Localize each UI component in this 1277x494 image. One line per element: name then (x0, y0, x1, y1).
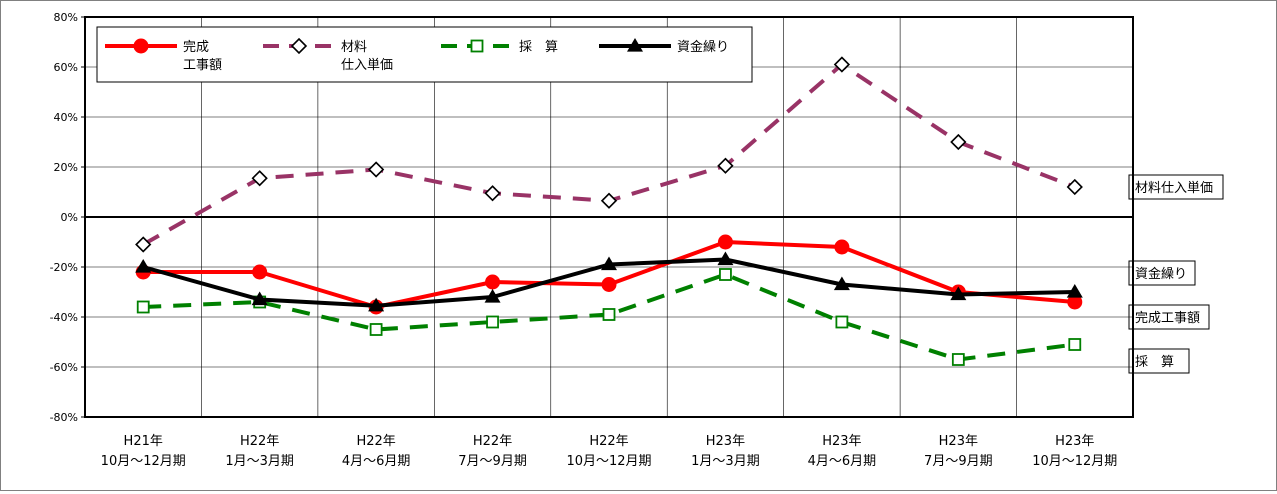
data-point-square (719, 268, 732, 281)
x-tick-label-period: 1月～3月期 (691, 454, 760, 469)
end-label: 資金繰り (1128, 260, 1196, 286)
data-point-triangle (601, 256, 617, 271)
x-tick-label-period: 4月～6月期 (342, 454, 411, 469)
legend-entry: 材料仕入単価 (263, 37, 393, 73)
data-point-diamond (1066, 178, 1083, 196)
end-label-text: 資金繰り (1135, 266, 1187, 282)
data-point-diamond (135, 236, 152, 253)
legend-label: 仕入単価 (341, 57, 393, 73)
series-1 (135, 56, 1083, 253)
legend-label: 採 算 (519, 40, 558, 55)
data-point-diamond (950, 133, 967, 151)
end-label-box (1128, 174, 1224, 200)
x-tick-label-period: 4月～6月期 (808, 454, 877, 469)
x-tick-label-year: H23年 (1055, 434, 1094, 449)
data-point-triangle (135, 259, 152, 273)
x-tick-label-year: H22年 (589, 434, 628, 449)
end-label-box (1128, 260, 1196, 286)
y-tick-label: 20% (54, 161, 78, 174)
data-point-square (951, 353, 965, 366)
data-point-diamond (484, 185, 501, 202)
data-point-diamond (251, 170, 268, 187)
y-tick-label: 0% (61, 211, 78, 224)
x-tick-label-year: H23年 (822, 434, 861, 449)
data-point-circle (252, 264, 268, 280)
axes: 80% 60% 40% 20% 0% -20% -40% -60% -80% H21年 10月～12… (50, 11, 1134, 469)
legend-label: 完成 (183, 40, 209, 55)
end-label: 採 算 (1128, 348, 1190, 374)
legend: 完成工事額 材料仕入単価 採 算 資金繰り (96, 26, 753, 83)
x-tick-label-period: 1月～3月期 (225, 454, 294, 469)
series-line (143, 240, 1075, 309)
data-point-triangle (1066, 284, 1083, 298)
end-label: 材料仕入単価 (1128, 174, 1224, 200)
data-point-diamond (290, 37, 308, 55)
data-point-triangle (368, 297, 385, 312)
legend-label: 材料 (341, 40, 367, 55)
x-tick-label-year: H22年 (356, 434, 395, 449)
end-label-text: 材料仕入単価 (1135, 180, 1213, 196)
data-point-circle (601, 277, 617, 292)
x-tick-label-period: 10月～12月期 (566, 454, 651, 469)
data-point-circle (133, 38, 149, 54)
data-point-diamond (367, 161, 385, 178)
y-tick-label: 40% (54, 111, 78, 124)
data-point-diamond (600, 192, 618, 209)
data-point-square (486, 315, 499, 329)
x-tick-label-year: H22年 (240, 434, 279, 449)
data-point-triangle (833, 276, 850, 291)
end-label-box (1128, 304, 1210, 330)
data-point-circle (485, 274, 501, 290)
end-label-text: 採 算 (1135, 355, 1174, 370)
legend-entry: 資金繰り (599, 38, 729, 55)
data-point-square (602, 308, 616, 321)
end-label: 完成工事額 (1128, 304, 1210, 330)
data-point-triangle (251, 291, 268, 306)
end-label-box (1128, 348, 1190, 374)
y-tick-label: 60% (54, 61, 78, 74)
data-point-triangle (484, 289, 501, 303)
data-point-square (369, 323, 383, 336)
data-point-diamond (833, 56, 851, 73)
data-point-diamond (717, 157, 734, 174)
x-tick-label-period: 7月～9月期 (458, 454, 527, 469)
x-tick-label-year: H23年 (939, 434, 978, 449)
data-point-triangle (627, 38, 643, 52)
data-point-triangle (950, 286, 967, 301)
y-tick-label: -60% (50, 361, 78, 374)
series-line (143, 272, 1076, 362)
x-tick-label-year: H23年 (706, 434, 745, 449)
x-tick-label-period: 10月～12月期 (1032, 454, 1117, 469)
legend-box (96, 26, 753, 83)
legend-entry: 完成工事額 (105, 38, 222, 73)
data-point-square (136, 300, 150, 314)
data-point-circle (717, 234, 733, 250)
series-lines (135, 56, 1083, 366)
x-tick-label-period: 10月～12月期 (101, 454, 186, 469)
data-point-triangle (717, 251, 734, 266)
x-tick-label-year: H22年 (473, 434, 512, 449)
data-point-square (470, 39, 484, 53)
y-tick-label: -40% (50, 311, 78, 324)
end-label-text: 完成工事額 (1135, 311, 1200, 326)
legend-entry: 採 算 (441, 39, 558, 55)
legend-label: 工事額 (183, 58, 222, 73)
series-3 (135, 251, 1083, 312)
x-tick-label-period: 7月～9月期 (924, 454, 993, 469)
y-tick-label: -80% (50, 411, 78, 424)
legend-label: 資金繰り (677, 39, 729, 55)
y-tick-label: 80% (54, 11, 78, 24)
x-tick-label-year: H21年 (124, 434, 163, 449)
y-tick-label: -20% (50, 261, 78, 274)
data-point-square (835, 315, 849, 329)
data-point-square (1068, 338, 1082, 351)
data-point-circle (834, 239, 850, 255)
